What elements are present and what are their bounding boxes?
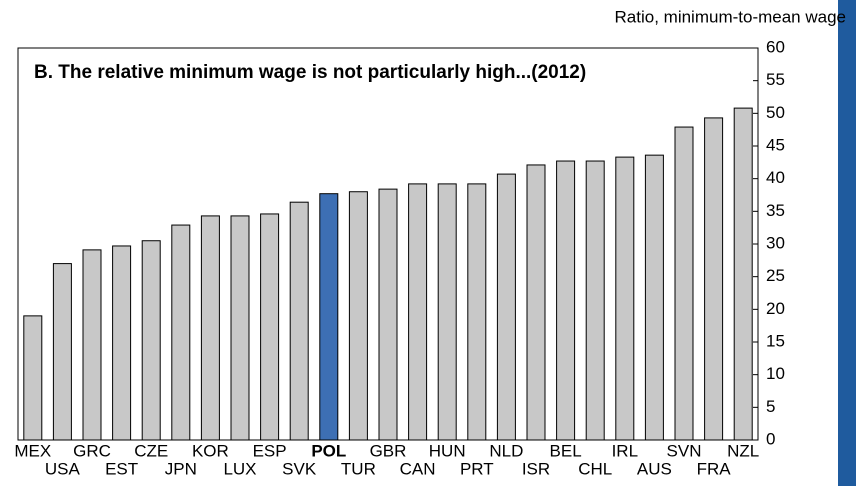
x-tick-label: CHL xyxy=(578,459,612,478)
x-tick-label: MEX xyxy=(14,441,51,460)
x-tick-label: NZL xyxy=(727,441,759,460)
x-tick-label: TUR xyxy=(341,459,376,478)
x-tick-label: JPN xyxy=(165,459,197,478)
x-tick-label: LUX xyxy=(223,459,256,478)
bar xyxy=(200,215,220,441)
x-tick-label: PRT xyxy=(460,459,494,478)
y-tick-label: 10 xyxy=(766,364,785,383)
y-axis-label: Ratio, minimum-to-mean wage xyxy=(615,7,846,26)
chart-title: B. The relative minimum wage is not part… xyxy=(34,62,587,83)
bar xyxy=(319,193,339,441)
x-tick-label: USA xyxy=(45,459,81,478)
bar xyxy=(230,215,250,441)
bar xyxy=(437,183,457,441)
y-tick-label: 55 xyxy=(766,70,785,89)
y-tick-label: 60 xyxy=(766,37,785,56)
bar xyxy=(348,191,368,441)
x-tick-label: KOR xyxy=(192,441,229,460)
bar xyxy=(496,173,516,441)
bar xyxy=(615,156,635,441)
side-strip xyxy=(838,0,856,486)
y-tick-label: 35 xyxy=(766,201,785,220)
y-tick-label: 45 xyxy=(766,135,785,154)
bar xyxy=(52,263,72,441)
bar xyxy=(112,245,132,441)
y-tick-label: 40 xyxy=(766,168,785,187)
bar xyxy=(82,249,102,441)
y-tick-label: 15 xyxy=(766,331,785,350)
y-tick-label: 50 xyxy=(766,103,785,122)
x-tick-label: EST xyxy=(105,459,138,478)
x-tick-label: CAN xyxy=(400,459,436,478)
x-tick-label: SVN xyxy=(667,441,702,460)
bar xyxy=(289,201,309,441)
x-tick-label: IRL xyxy=(612,441,638,460)
bar xyxy=(644,154,664,441)
x-tick-label: POL xyxy=(311,441,346,460)
bar xyxy=(408,183,428,441)
bar xyxy=(260,213,280,441)
bar xyxy=(23,315,43,441)
y-tick-label: 0 xyxy=(766,429,775,448)
x-tick-label: SVK xyxy=(282,459,317,478)
y-tick-label: 5 xyxy=(766,397,775,416)
x-tick-label: GRC xyxy=(73,441,111,460)
bar xyxy=(585,160,605,441)
bar xyxy=(526,164,546,441)
bar xyxy=(674,126,694,441)
x-tick-label: ISR xyxy=(522,459,550,478)
bar xyxy=(704,117,724,441)
bar xyxy=(467,183,487,441)
x-tick-label: NLD xyxy=(489,441,523,460)
x-tick-label: BEL xyxy=(550,441,582,460)
y-tick-label: 20 xyxy=(766,299,785,318)
bar xyxy=(733,107,753,441)
y-tick-label: 30 xyxy=(766,233,785,252)
x-tick-label: ESP xyxy=(253,441,287,460)
bar xyxy=(171,224,191,441)
x-tick-label: FRA xyxy=(697,459,732,478)
bar xyxy=(378,188,398,441)
x-tick-label: CZE xyxy=(134,441,168,460)
x-tick-label: HUN xyxy=(429,441,466,460)
bar xyxy=(141,240,161,441)
bar xyxy=(556,160,576,441)
x-tick-label: AUS xyxy=(637,459,672,478)
x-tick-label: GBR xyxy=(370,441,407,460)
y-tick-label: 25 xyxy=(766,266,785,285)
